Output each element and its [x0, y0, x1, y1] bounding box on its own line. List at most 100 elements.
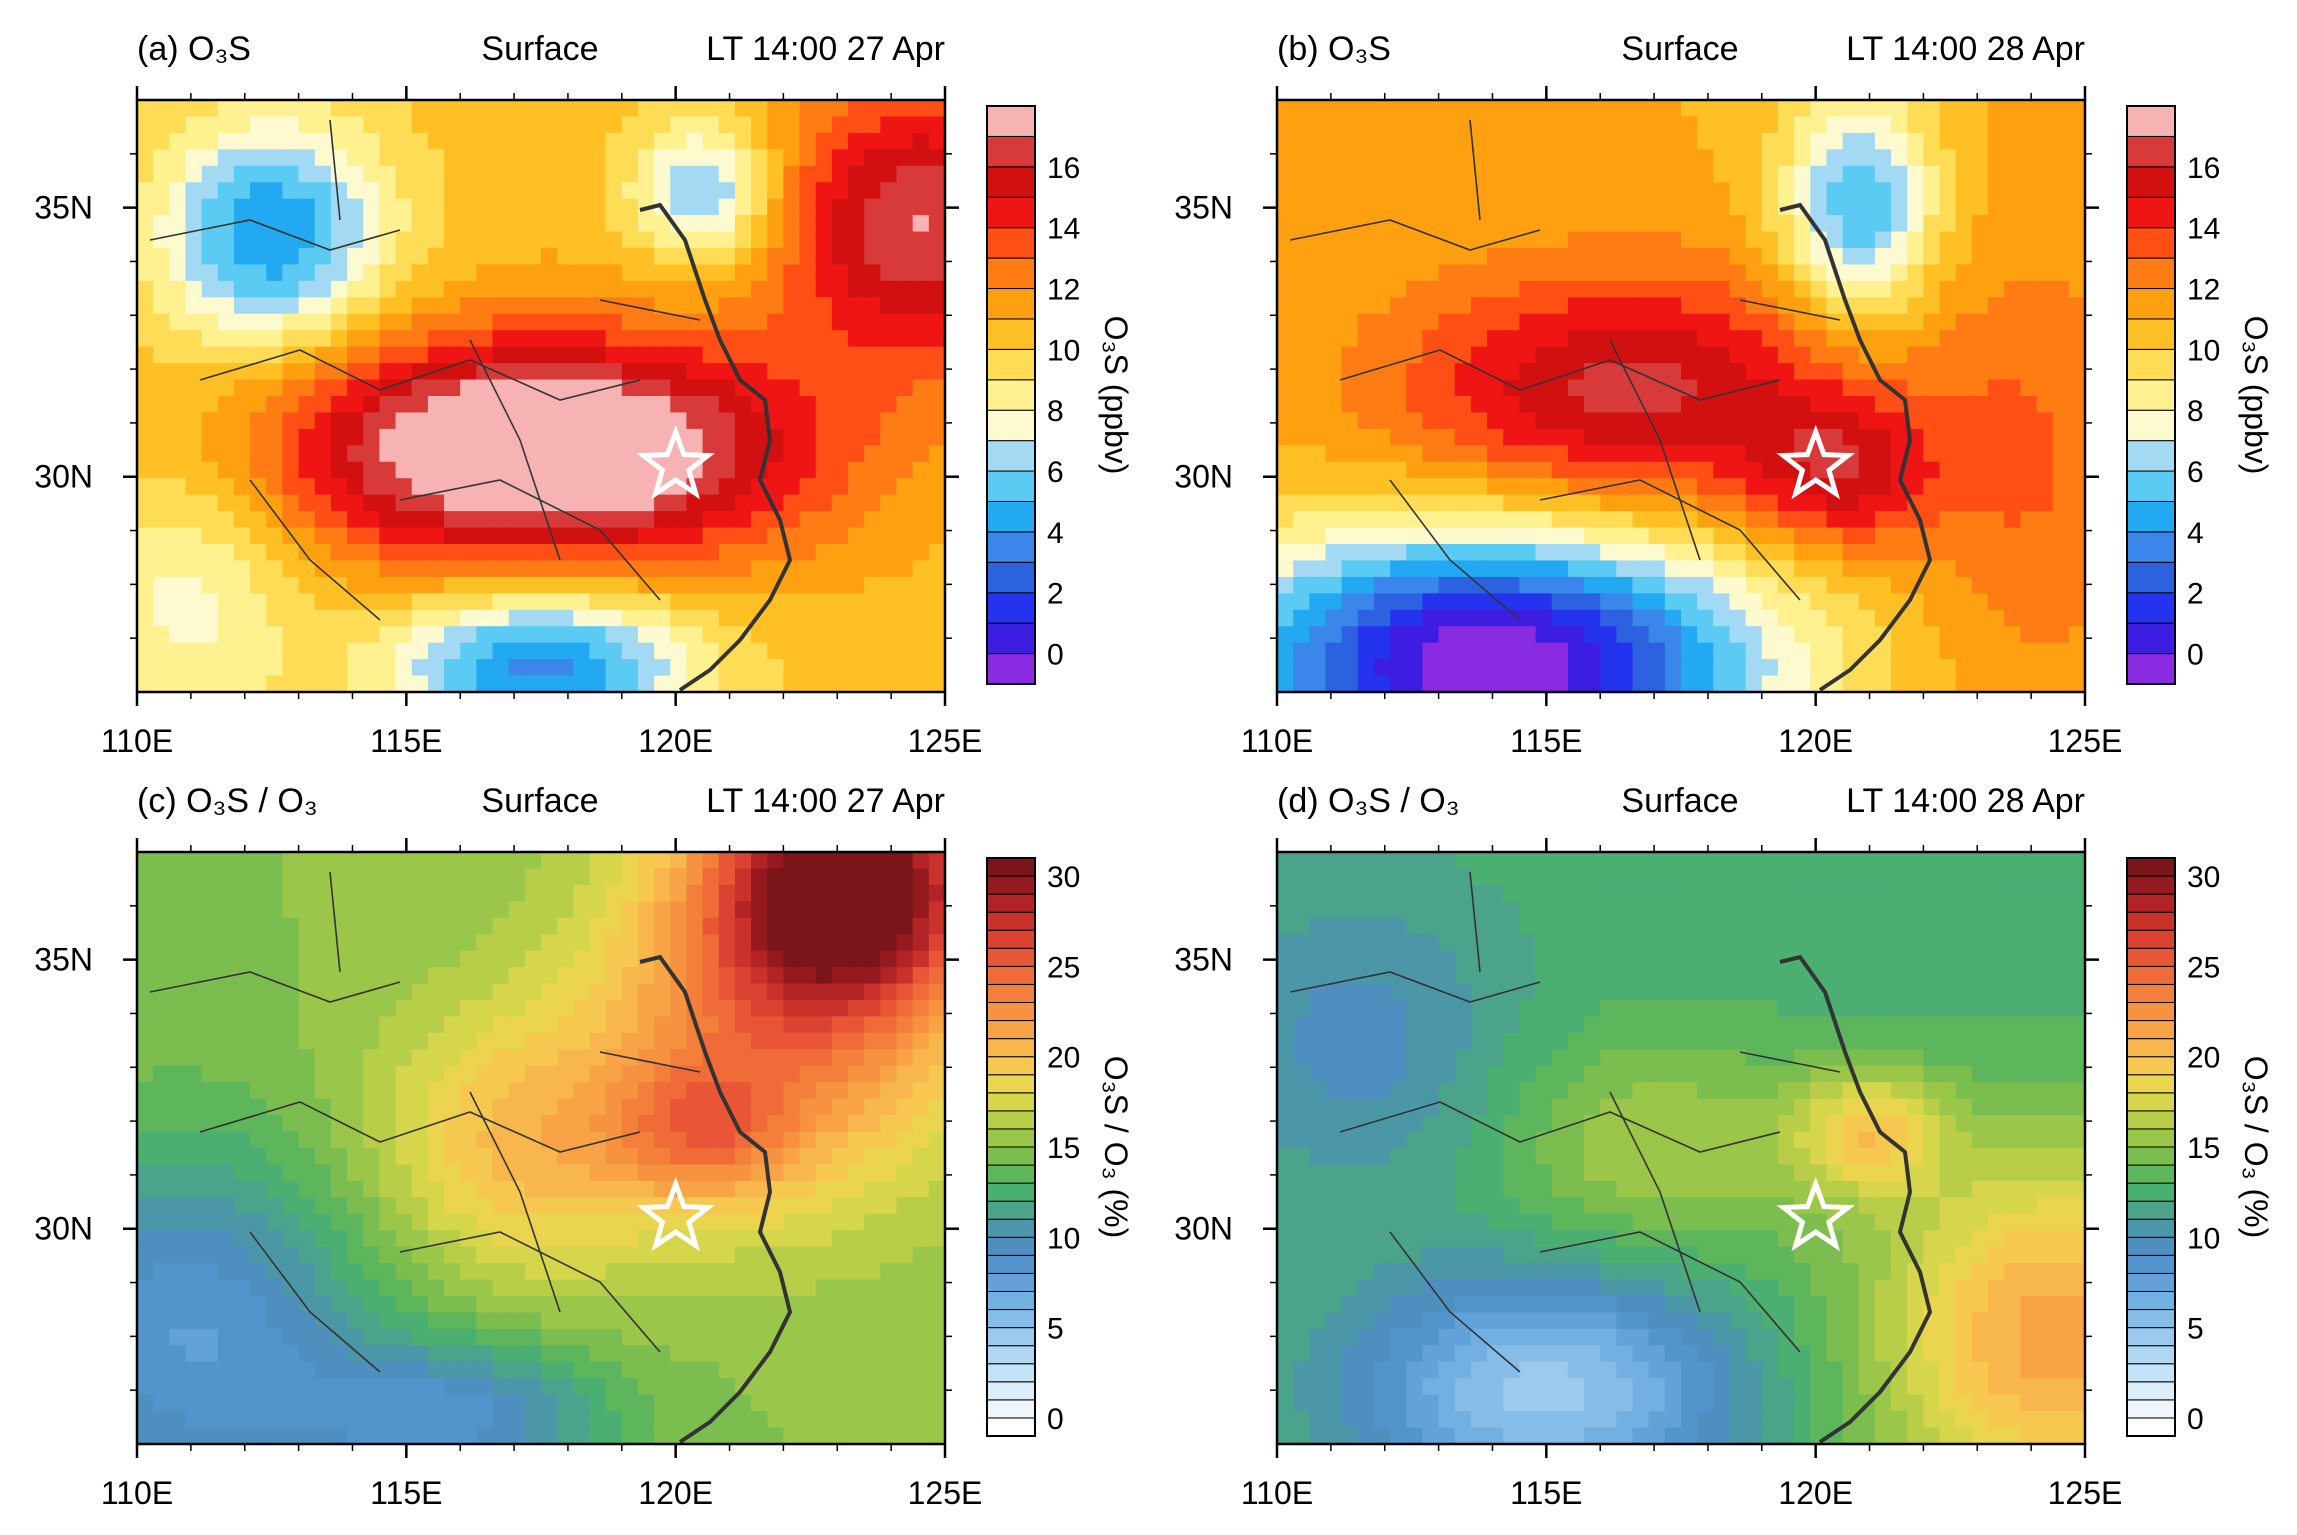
field-cell [266, 313, 284, 331]
field-cell [185, 248, 203, 266]
field-cell [864, 511, 881, 529]
field-cell [1584, 642, 1601, 660]
field-cell [2036, 626, 2054, 644]
field-cell [686, 165, 704, 183]
field-cell [1454, 511, 1472, 529]
field-cell [330, 675, 348, 692]
field-cell [1470, 313, 1488, 331]
field-cell [1874, 478, 1892, 496]
field-cell [217, 1098, 235, 1116]
field-cell [2068, 215, 2085, 233]
field-cell [1551, 593, 1569, 611]
field-cell [928, 1115, 945, 1133]
field-cell [1422, 100, 1440, 118]
field-cell [347, 642, 364, 660]
field-cell [1535, 280, 1553, 298]
field-cell [1988, 527, 2005, 545]
field-cell [1971, 132, 1989, 150]
field-cell [524, 642, 542, 660]
field-cell [153, 626, 170, 644]
field-cell [1971, 248, 1989, 266]
field-cell [783, 182, 801, 200]
field-cell [330, 1148, 348, 1166]
field-cell [185, 626, 203, 644]
field-cell [1406, 280, 1424, 298]
field-cell [1874, 100, 1892, 118]
field-cell [1842, 182, 1860, 200]
field-cell [1309, 461, 1327, 479]
field-cell [799, 934, 817, 952]
field-cell [1988, 215, 2005, 233]
colorbar-tick-label: 14 [2187, 213, 2220, 246]
field-cell [137, 280, 154, 298]
field-cell [2004, 576, 2021, 594]
field-cell [169, 1115, 187, 1133]
field-cell [153, 659, 170, 677]
field-cell [702, 917, 720, 935]
field-cell [928, 576, 945, 594]
field-cell [912, 1148, 930, 1166]
field-cell [153, 868, 170, 886]
field-cell [637, 363, 655, 381]
field-cell [670, 934, 688, 952]
field-cell [815, 511, 833, 529]
field-cell [460, 544, 477, 562]
field-cell [2020, 231, 2038, 249]
field-cell [1826, 100, 1844, 118]
field-cell [1729, 100, 1747, 118]
field-cell [557, 494, 574, 512]
field-cell [379, 642, 397, 660]
field-cell [314, 280, 332, 298]
field-cell [1341, 280, 1359, 298]
field-cell [831, 1082, 849, 1100]
field-cell [1891, 313, 1908, 331]
field-cell [250, 1049, 267, 1067]
field-cell [896, 1049, 914, 1067]
field-cell [637, 675, 655, 692]
field-cell [217, 1065, 235, 1083]
field-cell [427, 967, 445, 985]
field-cell [1325, 379, 1343, 397]
field-cell [1438, 297, 1456, 315]
field-cell [783, 675, 801, 692]
field-cell [783, 950, 801, 968]
field-cell [1567, 182, 1585, 200]
field-cell [411, 1131, 429, 1149]
field-cell [1438, 165, 1456, 183]
field-cell [831, 494, 849, 512]
field-cell [379, 626, 397, 644]
field-cell [363, 593, 380, 611]
field-cell [1648, 149, 1666, 167]
field-cell [508, 1098, 526, 1116]
field-cell [2036, 215, 2054, 233]
field-cell [137, 544, 154, 562]
field-cell [670, 330, 688, 348]
field-cell [751, 917, 768, 935]
field-cell [1600, 132, 1617, 150]
field-cell [573, 1115, 591, 1133]
field-cell [541, 1148, 558, 1166]
field-cell [460, 1065, 477, 1083]
field-cell [1470, 182, 1488, 200]
field-cell [848, 165, 865, 183]
field-cell [621, 1180, 639, 1198]
field-cell [201, 1131, 219, 1149]
field-cell [1309, 593, 1327, 611]
field-cell [217, 297, 235, 315]
field-cell [799, 659, 817, 677]
field-cell [330, 100, 348, 118]
field-cell [395, 1016, 413, 1034]
field-cell [670, 1000, 688, 1018]
field-cell [137, 198, 154, 216]
field-cell [1341, 527, 1359, 545]
field-cell [605, 544, 623, 562]
field-cell [1923, 428, 1941, 446]
field-cell [395, 297, 413, 315]
field-cell [815, 198, 833, 216]
field-cell [508, 1230, 526, 1248]
field-cell [1891, 675, 1908, 692]
field-cell [1293, 560, 1310, 578]
field-cell [541, 1049, 558, 1067]
field-cell [557, 659, 574, 677]
